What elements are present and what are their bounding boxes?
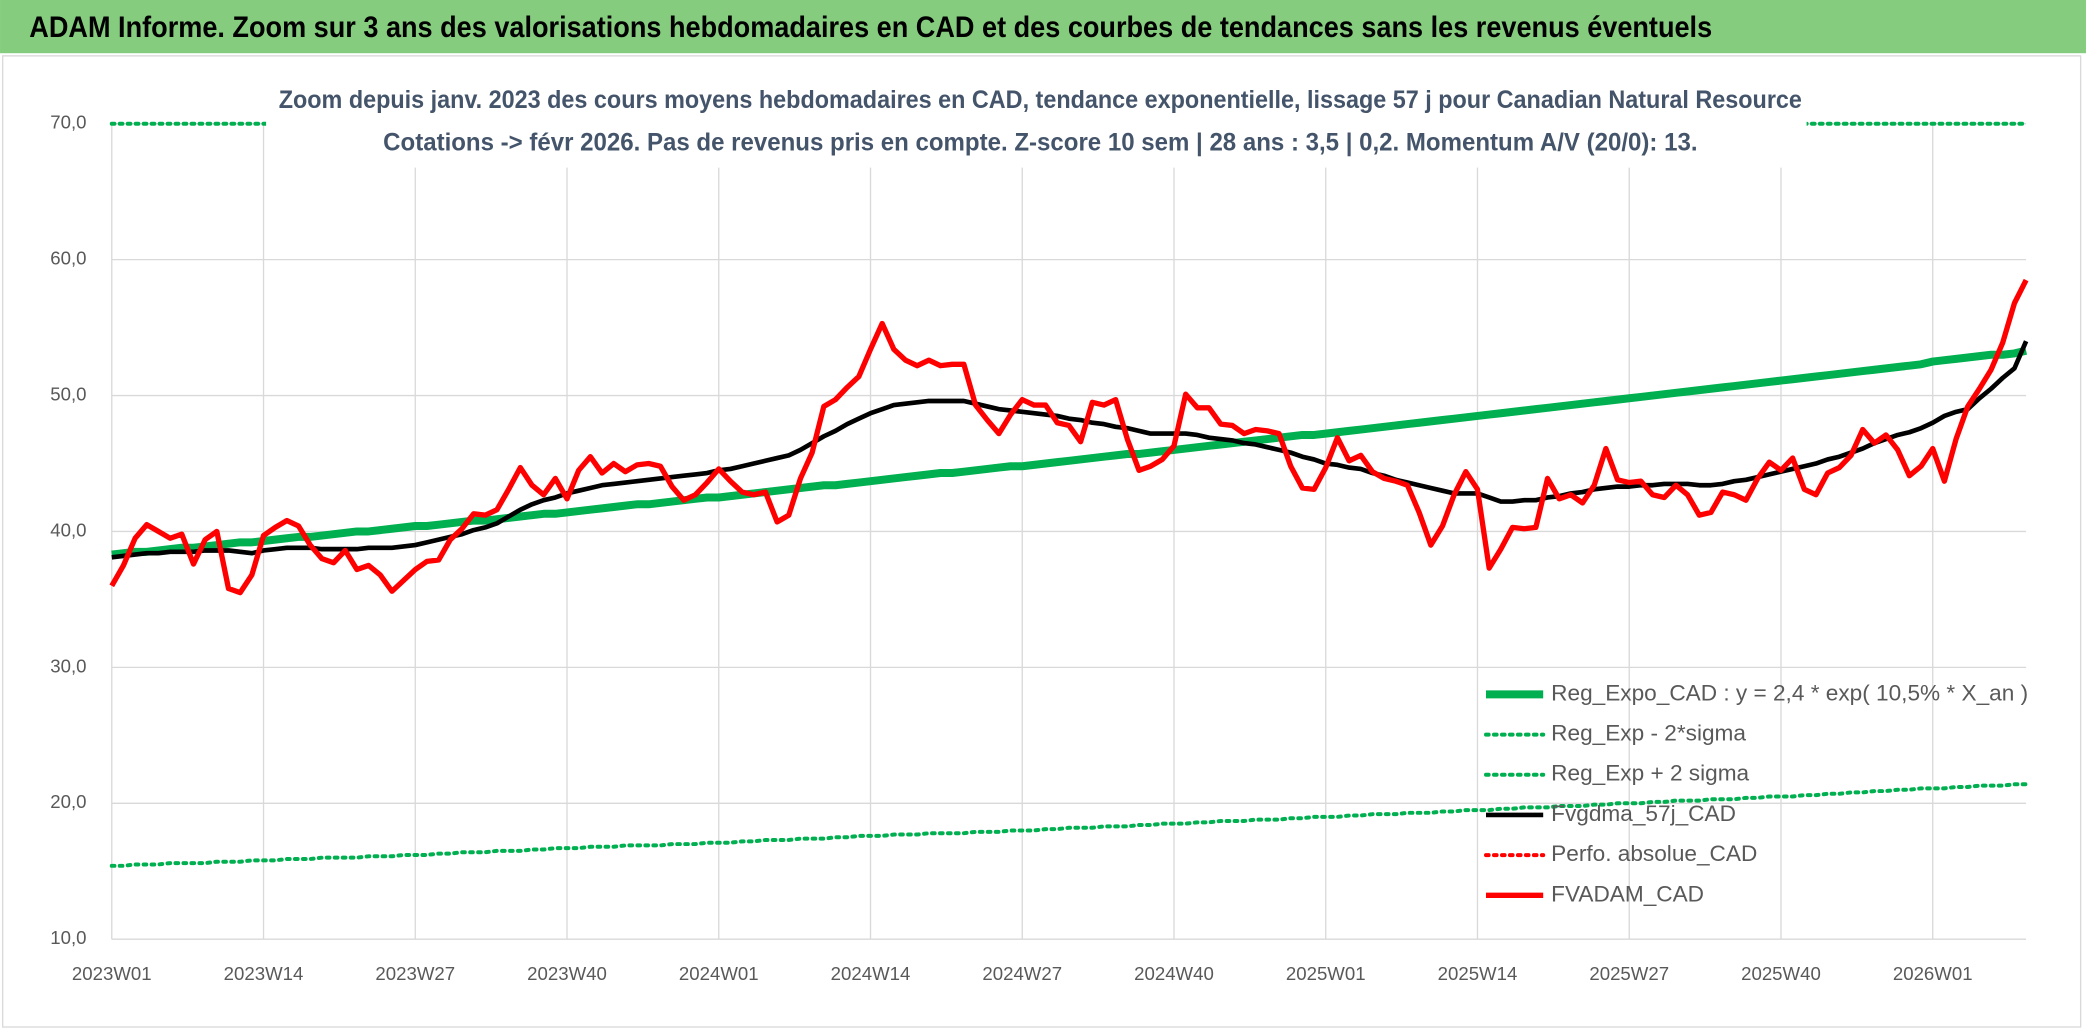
x-tick-label: 2026W01 <box>1893 963 1973 984</box>
x-tick-label: 2024W01 <box>679 963 759 984</box>
x-tick-label: 2025W14 <box>1438 963 1518 984</box>
x-tick-label: 2023W27 <box>375 963 455 984</box>
legend: Reg_Expo_CAD : y = 2,4 * exp( 10,5% * X_… <box>1484 680 2028 906</box>
chart-title: Zoom depuis janv. 2023 des cours moyens … <box>279 86 1802 114</box>
series-line <box>109 278 2029 596</box>
y-tick-label: 60,0 <box>50 248 86 269</box>
legend-label: Perfo. absolue_CAD <box>1551 841 1757 866</box>
x-tick-label: 2024W40 <box>1134 963 1214 984</box>
legend-label: FVADAM_CAD <box>1551 881 1704 906</box>
title-backdrop <box>266 79 1807 168</box>
grid: 10,0 20,0 30,0 40,0 50,0 60,0 70,0 2023W01 2023W… <box>50 112 2027 984</box>
y-tick-label: 70,0 <box>50 112 86 133</box>
y-tick-label: 10,0 <box>50 927 86 948</box>
x-tick-label: 2024W27 <box>982 963 1062 984</box>
chart-subtitle: Cotations -> févr 2026. Pas de revenus p… <box>383 128 1697 156</box>
x-tick-label: 2025W27 <box>1589 963 1669 984</box>
header-band <box>0 0 2086 54</box>
header-title: ADAM Informe. Zoom sur 3 ans des valoris… <box>29 12 1712 44</box>
legend-label: Reg_Exp - 2*sigma <box>1551 721 1746 746</box>
x-tick-label: 2023W01 <box>72 963 152 984</box>
series-line <box>109 782 2029 868</box>
x-tick-label: 2024W14 <box>831 963 911 984</box>
legend-label: Reg_Exp + 2 sigma <box>1551 761 1749 786</box>
y-tick-label: 20,0 <box>50 791 86 812</box>
x-tick-label: 2023W40 <box>527 963 607 984</box>
y-tick-label: 40,0 <box>50 519 86 540</box>
legend-label: Reg_Expo_CAD : y = 2,4 * exp( 10,5% * X_… <box>1551 680 2028 705</box>
series-line <box>111 346 2028 559</box>
chart-frame <box>2 55 2082 1028</box>
x-tick-label: 2023W14 <box>224 963 304 984</box>
legend-label: Fvgdma_57j_CAD <box>1551 801 1736 826</box>
x-tick-label: 2025W40 <box>1741 963 1821 984</box>
x-tick-label: 2025W01 <box>1286 963 1366 984</box>
y-tick-label: 50,0 <box>50 383 86 404</box>
y-tick-label: 30,0 <box>50 655 86 676</box>
series-line <box>111 340 2029 560</box>
